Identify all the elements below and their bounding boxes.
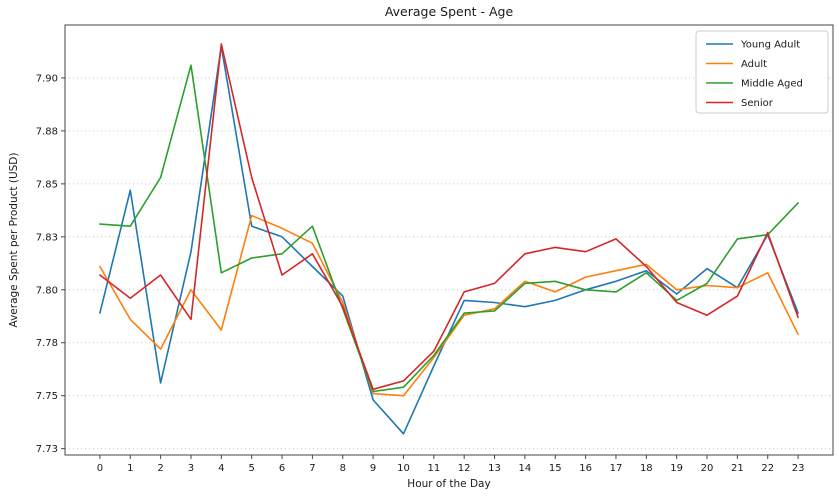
x-tick-label: 20	[701, 463, 714, 474]
y-tick-label: 7.90	[36, 73, 58, 84]
x-tick-label: 21	[731, 463, 744, 474]
x-tick-label: 14	[519, 463, 532, 474]
y-tick-label: 7.75	[36, 391, 58, 402]
x-tick-label: 13	[488, 463, 501, 474]
x-tick-label: 2	[157, 463, 163, 474]
x-tick-label: 16	[579, 463, 592, 474]
x-tick-label: 22	[761, 463, 774, 474]
series-line-young-adult	[99, 45, 799, 435]
x-tick-label: 23	[792, 463, 805, 474]
x-tick-label: 19	[670, 463, 683, 474]
y-tick-label: 7.80	[36, 285, 58, 296]
chart-title: Average Spent - Age	[384, 4, 514, 19]
x-tick-label: 11	[427, 463, 440, 474]
plot-border	[64, 24, 834, 456]
x-tick-label: 6	[279, 463, 285, 474]
series-line-middle-aged	[99, 64, 799, 393]
x-tick-label: 5	[249, 463, 255, 474]
x-tick-label: 8	[340, 463, 346, 474]
x-tick-label: 7	[309, 463, 315, 474]
x-tick-label: 4	[218, 463, 224, 474]
x-tick-label: 17	[610, 463, 623, 474]
y-tick-label: 7.85	[36, 179, 58, 190]
x-tick-label: 0	[97, 463, 103, 474]
x-tick-label: 18	[640, 463, 653, 474]
x-tick-label: 3	[188, 463, 194, 474]
x-tick-label: 1	[127, 463, 133, 474]
legend-label-senior: Senior	[741, 98, 774, 109]
series-line-senior	[99, 43, 799, 391]
legend	[695, 30, 829, 114]
y-tick-label: 7.83	[36, 232, 58, 243]
legend-label-adult: Adult	[741, 59, 767, 70]
x-tick-label: 9	[370, 463, 376, 474]
legend-label-young-adult: Young Adult	[740, 40, 800, 51]
x-tick-label: 15	[549, 463, 562, 474]
y-tick-label: 7.88	[36, 126, 58, 137]
y-tick-label: 7.73	[36, 444, 58, 455]
legend-label-middle-aged: Middle Aged	[741, 79, 803, 90]
x-tick-label: 10	[397, 463, 410, 474]
y-tick-label: 7.78	[36, 338, 58, 349]
x-axis-label: Hour of the Day	[407, 478, 491, 490]
series-line-adult	[99, 214, 799, 397]
x-tick-label: 12	[458, 463, 471, 474]
